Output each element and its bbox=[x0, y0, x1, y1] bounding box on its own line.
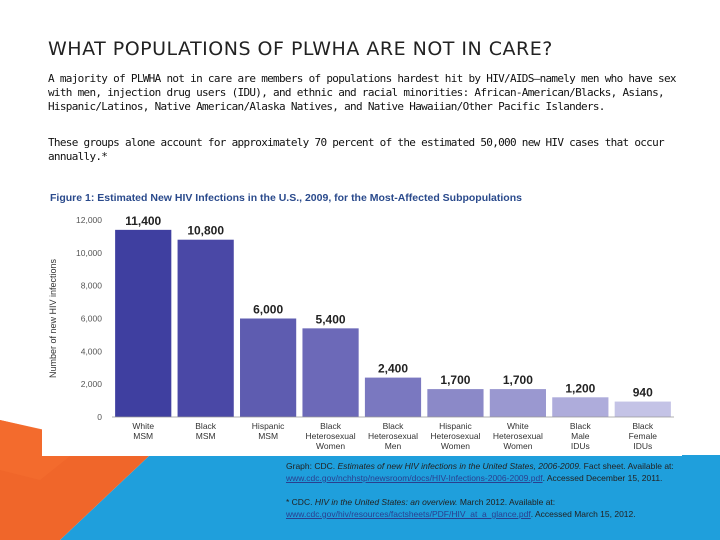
category-label: MSM bbox=[258, 431, 278, 441]
bar-value-label: 1,700 bbox=[503, 373, 533, 387]
y-tick-label: 8,000 bbox=[81, 281, 103, 291]
category-label: MSM bbox=[133, 431, 153, 441]
category-label: Hispanic bbox=[439, 421, 472, 431]
intro-paragraph: A majority of PLWHA not in care are memb… bbox=[48, 72, 676, 113]
y-tick-label: 0 bbox=[97, 412, 102, 422]
y-tick-label: 12,000 bbox=[76, 215, 102, 225]
bar-value-label: 2,400 bbox=[378, 362, 408, 376]
bar-value-label: 10,800 bbox=[187, 224, 224, 238]
bar bbox=[364, 377, 422, 417]
category-label: Heterosexual bbox=[306, 431, 356, 441]
graph-citation: Graph: CDC. Estimates of new HIV infecti… bbox=[286, 460, 706, 484]
chart-title: Figure 1: Estimated New HIV Infections i… bbox=[50, 192, 522, 204]
category-label: IDUs bbox=[571, 441, 590, 451]
bar bbox=[489, 389, 546, 417]
bar-value-label: 1,200 bbox=[565, 381, 595, 395]
category-label: Heterosexual bbox=[368, 431, 418, 441]
sources-block: Graph: CDC. Estimates of new HIV infecti… bbox=[286, 460, 706, 520]
category-label: Women bbox=[503, 441, 532, 451]
bar-chart: Figure 1: Estimated New HIV Infections i… bbox=[48, 192, 674, 451]
graph-citation-suffix: Fact sheet. Available at: bbox=[581, 461, 674, 471]
bar bbox=[240, 318, 297, 417]
graph-citation-title: Estimates of new HIV infections in the U… bbox=[337, 461, 582, 471]
y-axis-label: Number of new HIV infections bbox=[48, 258, 58, 378]
category-label: Male bbox=[571, 431, 590, 441]
category-label: Female bbox=[629, 431, 658, 441]
bar bbox=[302, 328, 359, 417]
graph-citation-prefix: Graph: CDC. bbox=[286, 461, 338, 471]
graph-citation-accessed: . Accessed December 15, 2011. bbox=[542, 473, 663, 483]
category-label: Black bbox=[320, 421, 342, 431]
category-label: Women bbox=[316, 441, 345, 451]
category-label: Heterosexual bbox=[430, 431, 480, 441]
overview-citation-title: HIV in the United States: an overview. bbox=[314, 497, 458, 507]
category-label: Men bbox=[385, 441, 402, 451]
statistic-paragraph: These groups alone account for approxima… bbox=[48, 136, 665, 163]
data-labels: 11,400 10,800 6,000 5,400 2,400 1,700 1,700 1,2… bbox=[125, 214, 653, 400]
y-axis-ticks: 0 2,000 4,000 6,000 8,000 10,000 12,000 bbox=[76, 215, 102, 422]
bar bbox=[115, 229, 172, 417]
category-labels: WhiteMSMBlackMSMHispanicMSMBlackHeterose… bbox=[132, 421, 657, 451]
category-label: Women bbox=[441, 441, 470, 451]
bar bbox=[177, 239, 234, 417]
category-label: Black bbox=[632, 421, 654, 431]
bar-value-label: 5,400 bbox=[316, 312, 346, 326]
bar bbox=[552, 397, 609, 417]
y-tick-label: 2,000 bbox=[81, 379, 103, 389]
category-label: Black bbox=[195, 421, 217, 431]
y-tick-label: 6,000 bbox=[81, 314, 103, 324]
slide-title: WHAT POPULATIONS OF PLWHA ARE NOT IN CAR… bbox=[48, 38, 553, 60]
graph-citation-link[interactable]: www.cdc.gov/nchhstp/newsroom/docs/HIV-In… bbox=[286, 473, 543, 483]
category-label: IDUs bbox=[633, 441, 652, 451]
blue-corner-shape bbox=[60, 455, 720, 540]
category-label: Heterosexual bbox=[493, 431, 543, 441]
category-label: Hispanic bbox=[252, 421, 285, 431]
y-tick-label: 4,000 bbox=[81, 346, 103, 356]
bar-value-label: 11,400 bbox=[125, 214, 161, 228]
bar bbox=[427, 389, 484, 417]
overview-citation-prefix: * CDC. bbox=[286, 497, 315, 507]
chart-container: Figure 1: Estimated New HIV Infections i… bbox=[42, 186, 682, 456]
bar-value-label: 1,700 bbox=[440, 373, 470, 387]
bar-value-label: 940 bbox=[633, 386, 653, 400]
category-label: White bbox=[507, 421, 529, 431]
bar bbox=[614, 401, 671, 417]
bars bbox=[115, 229, 671, 417]
overview-citation-suffix: March 2012. Available at: bbox=[457, 497, 556, 507]
category-label: MSM bbox=[196, 431, 216, 441]
category-label: Black bbox=[570, 421, 592, 431]
overview-citation: * CDC. HIV in the United States: an over… bbox=[286, 496, 706, 520]
overview-citation-accessed: . Accessed March 15, 2012. bbox=[530, 509, 636, 519]
category-label: White bbox=[132, 421, 154, 431]
category-label: Black bbox=[383, 421, 405, 431]
y-tick-label: 10,000 bbox=[76, 248, 102, 258]
bar-value-label: 6,000 bbox=[253, 303, 283, 317]
overview-citation-link[interactable]: www.cdc.gov/hiv/resources/factsheets/PDF… bbox=[286, 509, 531, 519]
